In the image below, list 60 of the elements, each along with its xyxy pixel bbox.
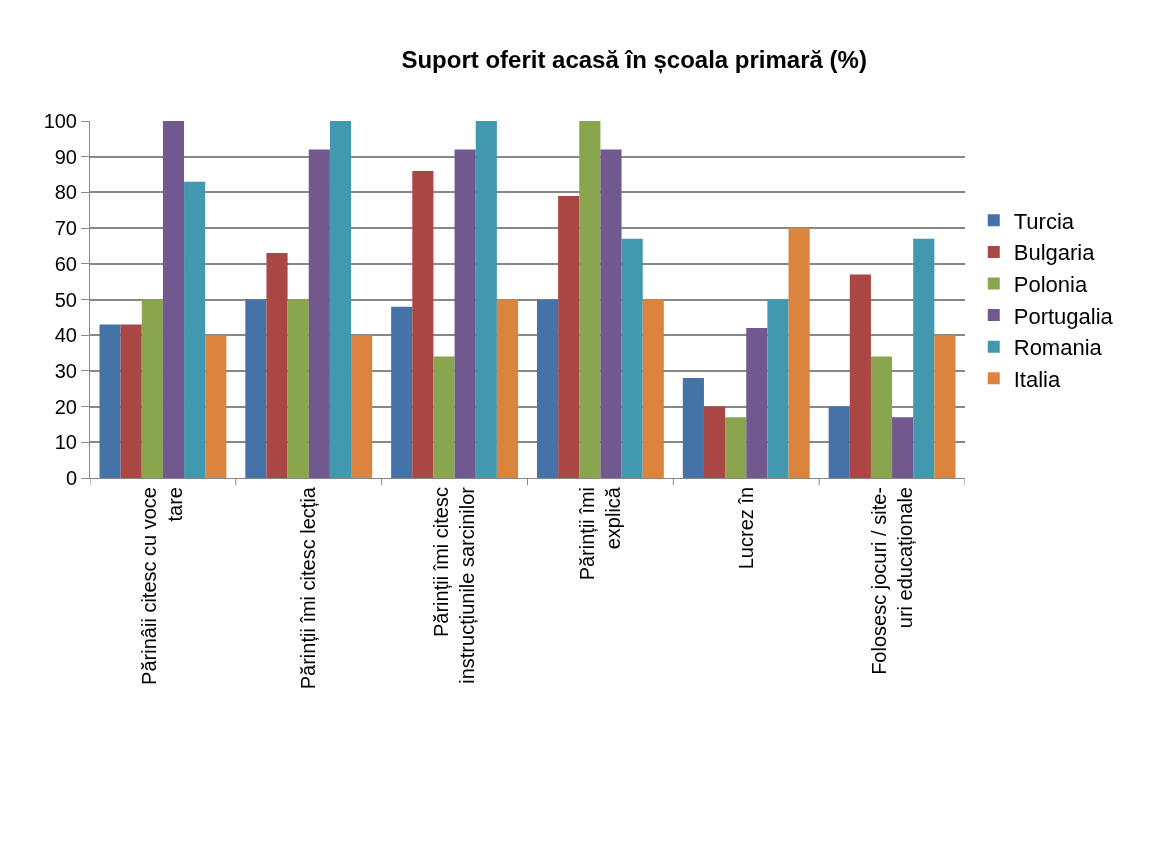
bar — [351, 335, 373, 478]
bar — [746, 328, 768, 478]
bar — [454, 149, 476, 478]
y-tick-label: 80 — [54, 181, 77, 204]
y-tick-label: 50 — [54, 288, 77, 311]
bar — [558, 195, 580, 478]
bar — [287, 299, 309, 478]
y-tick-label: 0 — [65, 467, 77, 489]
bar — [621, 238, 643, 478]
chart-title: Suport oferit acasă în școala primară (%) — [401, 46, 867, 75]
bar — [99, 324, 121, 478]
y-tick-label: 10 — [54, 431, 77, 454]
bar — [579, 121, 601, 478]
bar — [162, 121, 185, 478]
x-tick-label: Părinții îmi citesc lecția — [297, 486, 320, 690]
x-tick-label: Folosesc jocuri / site- uri educaționale — [867, 487, 916, 675]
bar — [600, 149, 622, 478]
bar — [205, 335, 227, 478]
bar — [391, 306, 413, 478]
bar — [412, 170, 434, 478]
x-tick-label: Părinâii citesc cu voce tare — [138, 487, 187, 685]
bar — [892, 417, 914, 478]
y-tick-label: 20 — [54, 395, 77, 418]
bar — [767, 299, 789, 478]
legend-label: Italia — [1013, 366, 1061, 392]
y-tick-label: 40 — [54, 324, 77, 347]
legend-label: Portugalia — [1013, 303, 1114, 329]
bar — [703, 406, 726, 478]
x-tick-label: Părinții îmi citesc instrucțiunile sarcinilor — [430, 486, 479, 684]
bar — [828, 406, 850, 478]
bar — [536, 299, 559, 478]
bar — [913, 238, 935, 478]
bar — [788, 228, 810, 478]
bar — [475, 121, 497, 478]
y-tick-label: 30 — [54, 359, 77, 382]
y-tick-label: 100 — [43, 110, 77, 132]
y-tick-label: 90 — [54, 145, 77, 168]
y-tick-label: 60 — [54, 252, 77, 275]
bar — [184, 181, 206, 478]
legend-label: Turcia — [1013, 208, 1075, 234]
bar — [329, 121, 352, 478]
bar — [682, 378, 704, 478]
bar — [496, 299, 519, 478]
y-tick-label: 70 — [54, 217, 77, 240]
bar — [266, 253, 288, 478]
bar — [642, 299, 664, 478]
legend-label: Polonia — [1013, 272, 1088, 298]
bar — [433, 356, 455, 478]
x-tick-label: Părinții îmi explică — [575, 486, 624, 581]
bar — [308, 149, 330, 478]
bar — [245, 299, 267, 478]
bar — [849, 274, 871, 478]
x-tick-label: Lucrez în — [734, 487, 757, 570]
bar — [141, 299, 163, 478]
bar — [725, 417, 747, 478]
bar — [120, 324, 142, 478]
legend-label: Romania — [1013, 335, 1103, 361]
bar — [934, 335, 956, 478]
bar — [870, 356, 893, 478]
legend-label: Bulgaria — [1013, 240, 1096, 266]
